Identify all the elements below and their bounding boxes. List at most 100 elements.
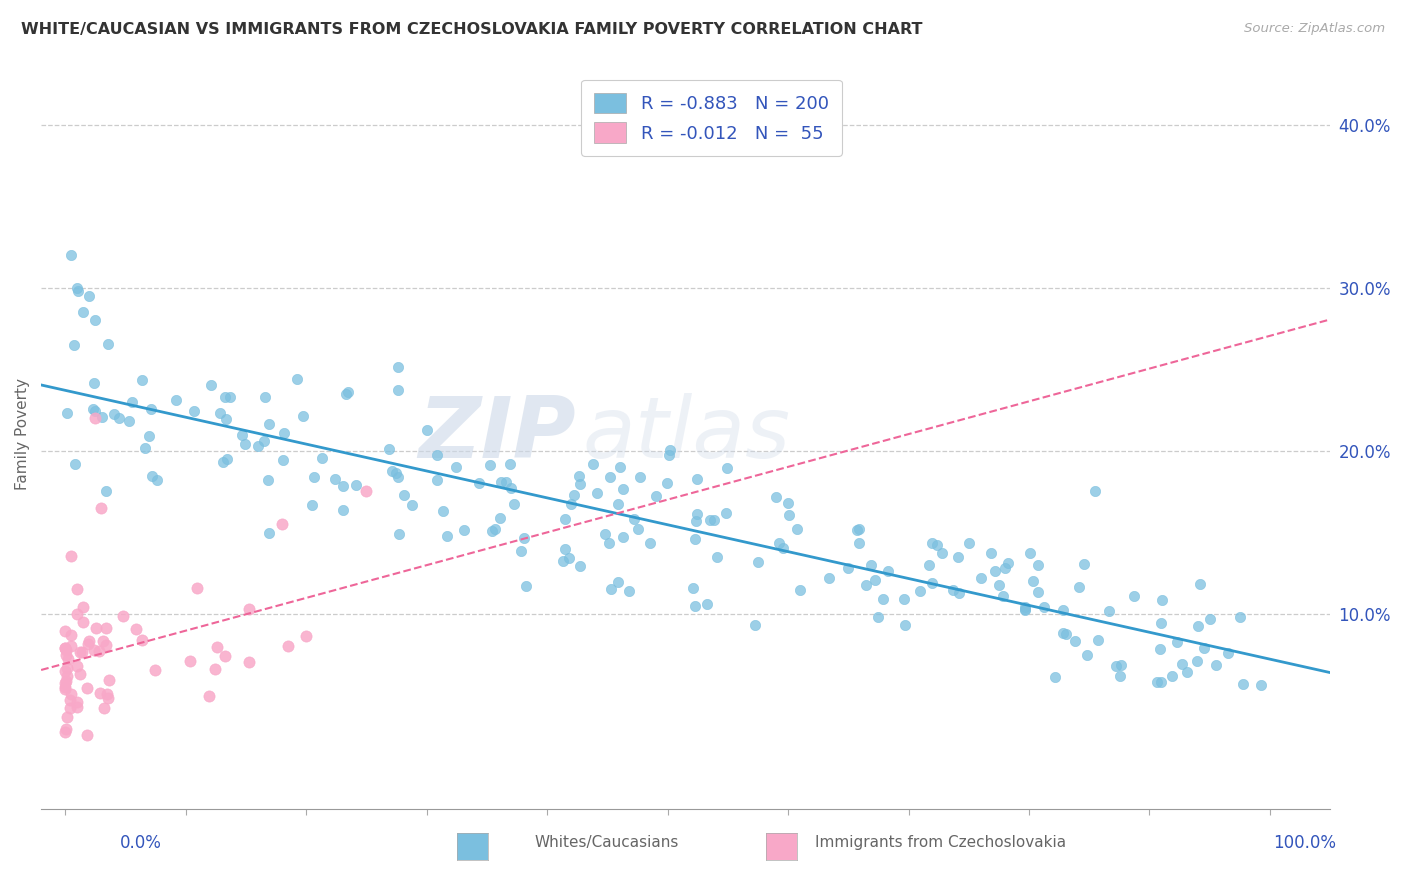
Point xyxy=(658,448,681,462)
Point xyxy=(1028,584,1050,599)
Point xyxy=(302,470,325,484)
Point xyxy=(848,522,870,536)
Point xyxy=(1188,577,1211,591)
Point xyxy=(72,615,94,629)
Text: atlas: atlas xyxy=(582,392,790,475)
Point xyxy=(1146,674,1168,689)
Point xyxy=(1109,669,1132,683)
Point xyxy=(247,439,270,453)
Point xyxy=(877,565,900,579)
Point xyxy=(1232,677,1254,691)
Point xyxy=(66,285,89,299)
Point xyxy=(436,529,458,543)
Point xyxy=(501,481,523,495)
Point xyxy=(89,685,111,699)
Point xyxy=(946,549,969,564)
Point xyxy=(134,442,156,456)
Point xyxy=(628,469,651,483)
Point xyxy=(716,460,738,475)
Text: ZIP: ZIP xyxy=(419,392,576,475)
Point xyxy=(55,643,77,657)
Point xyxy=(468,476,491,491)
Point xyxy=(311,450,333,465)
Point xyxy=(432,504,454,518)
Point xyxy=(277,639,299,653)
Point xyxy=(60,687,83,701)
Point xyxy=(83,643,105,657)
Point xyxy=(957,535,980,549)
Point xyxy=(205,640,228,654)
Text: Source: ZipAtlas.com: Source: ZipAtlas.com xyxy=(1244,22,1385,36)
Point xyxy=(165,393,187,408)
Y-axis label: Family Poverty: Family Poverty xyxy=(15,378,30,491)
Point xyxy=(515,579,537,593)
Point xyxy=(1187,619,1209,633)
Point xyxy=(453,524,475,538)
Point xyxy=(198,689,221,703)
Point xyxy=(60,627,83,641)
Point xyxy=(686,472,709,486)
Point xyxy=(627,522,650,536)
Point xyxy=(141,469,163,483)
Point xyxy=(60,549,83,564)
Point xyxy=(257,473,280,487)
Point xyxy=(55,648,77,662)
Point xyxy=(388,527,411,541)
Point xyxy=(484,522,506,536)
Point xyxy=(53,664,76,678)
Point xyxy=(1198,612,1220,626)
Point xyxy=(1052,603,1074,617)
Point xyxy=(66,658,89,673)
Point xyxy=(53,624,76,639)
Point xyxy=(991,589,1014,603)
Point xyxy=(337,384,360,399)
Point xyxy=(1192,641,1215,656)
Point xyxy=(987,578,1010,592)
Point xyxy=(387,469,409,483)
Point xyxy=(765,490,787,504)
Point xyxy=(1205,657,1227,672)
Point xyxy=(921,535,943,549)
Point xyxy=(778,508,800,522)
Point xyxy=(59,693,82,707)
Point xyxy=(479,458,502,472)
Point xyxy=(143,663,166,677)
Point xyxy=(141,402,163,417)
Point xyxy=(53,641,76,656)
Point xyxy=(970,571,993,585)
Point xyxy=(1028,558,1050,572)
Point xyxy=(558,551,581,566)
Point xyxy=(865,574,887,588)
Point xyxy=(84,411,107,425)
Point xyxy=(138,428,160,442)
Point xyxy=(84,313,107,327)
Point xyxy=(332,503,354,517)
Point xyxy=(599,582,621,596)
Point xyxy=(1014,602,1036,616)
Point xyxy=(79,289,101,303)
Point xyxy=(1170,657,1192,672)
Point xyxy=(599,470,621,484)
Point xyxy=(233,436,256,450)
Point xyxy=(66,695,89,709)
Point xyxy=(212,455,235,469)
Point xyxy=(53,641,76,656)
Point xyxy=(607,574,630,589)
Point xyxy=(238,655,260,669)
Point xyxy=(332,479,354,493)
Point xyxy=(948,586,970,600)
Point xyxy=(84,621,107,635)
Point xyxy=(1073,557,1095,571)
Point xyxy=(56,406,79,420)
Point xyxy=(384,466,406,480)
Point xyxy=(69,667,91,681)
Point xyxy=(997,556,1019,570)
Point xyxy=(983,564,1005,578)
Point xyxy=(60,248,83,262)
Point xyxy=(1067,580,1090,594)
Point xyxy=(90,500,112,515)
Point xyxy=(1043,670,1066,684)
Point xyxy=(1022,574,1045,588)
Point xyxy=(90,410,112,425)
Point xyxy=(593,527,616,541)
